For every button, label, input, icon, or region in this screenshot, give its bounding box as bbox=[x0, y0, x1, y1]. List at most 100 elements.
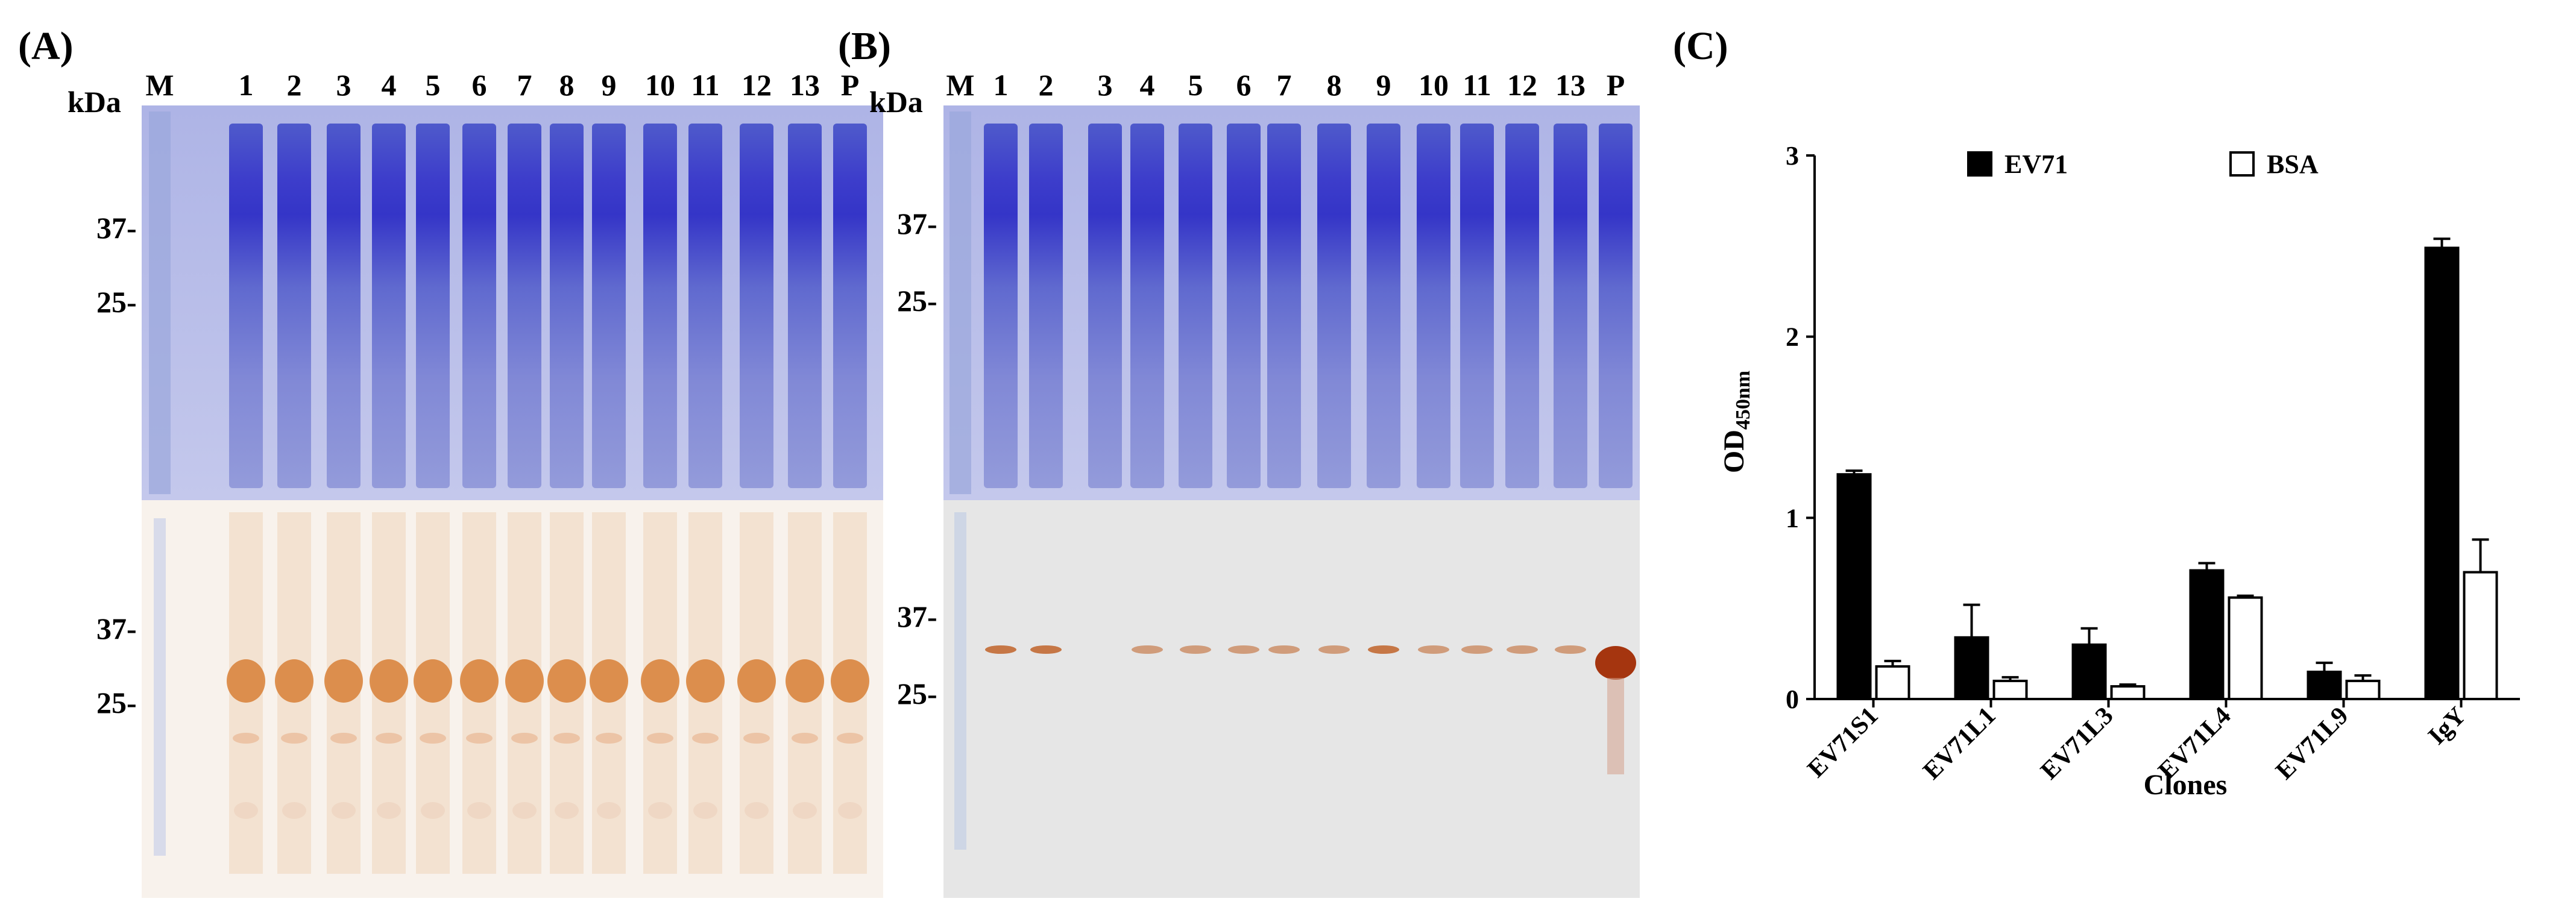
panel-a-lane-label: 1 bbox=[239, 68, 254, 102]
panel-a-sample-lane bbox=[229, 124, 263, 488]
panel-a-lane-label: 9 bbox=[602, 68, 617, 102]
panel-a-sample-lane bbox=[277, 124, 311, 488]
panel-a-sample-lane bbox=[740, 124, 773, 488]
panel-b-sample-lane bbox=[1267, 124, 1301, 488]
panel-a-sample-lane bbox=[833, 124, 867, 488]
panel-b-lane-label: 13 bbox=[1555, 68, 1586, 102]
panel-a-lane-label: 12 bbox=[742, 68, 772, 102]
panel-b-lane-labels: M 1 2 3 4 5 6 7 8 9 10 11 12 13 P bbox=[946, 68, 1625, 102]
panel-b-sample-lane bbox=[1227, 124, 1261, 488]
panel-a-lane-label: 10 bbox=[645, 68, 675, 102]
y-tick-label: 1 bbox=[1786, 503, 1799, 533]
panel-a-marker-25-bottom: 25- bbox=[96, 686, 137, 720]
panel-a-blot-minor-band bbox=[330, 733, 357, 744]
panel-a-blot-faint-band bbox=[512, 802, 537, 819]
panel-a-lane-label: 5 bbox=[426, 68, 441, 102]
panel-a-blot-band bbox=[370, 659, 408, 703]
panel-c-tag: (C) bbox=[1673, 24, 1728, 68]
y-axis-title: OD450nm bbox=[1718, 371, 1754, 473]
panel-a-lane-label: P bbox=[841, 68, 860, 102]
bar-ev71 bbox=[1836, 473, 1872, 700]
bar-ev71 bbox=[2071, 643, 2107, 701]
panel-b-lane-label: 9 bbox=[1376, 68, 1391, 102]
legend-swatch-ev71 bbox=[1967, 151, 1992, 177]
panel-a-blot-minor-band bbox=[743, 733, 770, 744]
panel-a-blot-lanes bbox=[154, 512, 869, 874]
panel-a-blot-band bbox=[641, 659, 679, 703]
panel-b-lane-label: 1 bbox=[994, 68, 1009, 102]
panel-b-blot-bands bbox=[954, 512, 1636, 850]
panel-a-blot-faint-band bbox=[555, 802, 579, 819]
panel-a-marker-lane bbox=[154, 518, 166, 856]
panel-a-blot-minor-band bbox=[837, 733, 863, 744]
panel-a-blot-band bbox=[324, 659, 363, 703]
panel-b-blot-band bbox=[1368, 645, 1399, 654]
panel-b-marker-lane bbox=[949, 111, 971, 494]
bar-bsa bbox=[2463, 571, 2498, 700]
bar-bsa bbox=[2110, 685, 2146, 701]
x-axis-label: Clones bbox=[2144, 769, 2228, 801]
panel-b-blot-band bbox=[1461, 645, 1493, 654]
panel-a-blot-faint-band bbox=[421, 802, 445, 819]
panel-a-lane-label: 7 bbox=[517, 68, 532, 102]
legend-label-bsa: BSA bbox=[2267, 149, 2319, 179]
panel-a-blot-faint-band bbox=[234, 802, 258, 819]
panel-b-marker-37-top: 37- bbox=[897, 207, 937, 240]
panel-a-blot-minor-band bbox=[281, 733, 307, 744]
panel-a-lane-label: 13 bbox=[790, 68, 820, 102]
panel-a-coomassie-lanes bbox=[149, 111, 867, 494]
panel-a-lane-label: 4 bbox=[382, 68, 397, 102]
panel-b-lane-label: P bbox=[1607, 68, 1625, 102]
panel-a-marker-37-bottom: 37- bbox=[96, 612, 137, 645]
panel-b-sample-lane bbox=[1460, 124, 1494, 488]
x-tick-label: EV71S1 bbox=[1803, 702, 1884, 783]
panel-a-sample-lane bbox=[416, 124, 450, 488]
bar-ev71 bbox=[1954, 636, 1989, 700]
panel-a-tag: (A) bbox=[18, 24, 74, 68]
panel-b-sample-lane bbox=[1088, 124, 1122, 488]
panel-b-blot-band bbox=[1030, 645, 1062, 654]
panel-b-top-markers: 37- 25- bbox=[897, 207, 937, 318]
panel-b-blot-band bbox=[1132, 645, 1163, 654]
panel-a-blot-band bbox=[737, 659, 776, 703]
panel-a-lane-label: M bbox=[145, 68, 174, 102]
svg-text:OD450nm: OD450nm bbox=[1718, 371, 1754, 473]
panel-b-sample-lane bbox=[1029, 124, 1063, 488]
panel-b-sample-lane bbox=[1179, 124, 1212, 488]
panel-a-blot-faint-band bbox=[332, 802, 356, 819]
panel-a: (A) kDa M 1 2 3 4 5 6 7 8 9 10 11 12 13 P 37- 25- 37- … bbox=[18, 24, 883, 898]
panel-b-lane-label: 4 bbox=[1140, 68, 1155, 102]
bar-bsa bbox=[1875, 665, 1910, 701]
panel-a-sample-lane bbox=[508, 124, 541, 488]
bar-bsa bbox=[2345, 679, 2381, 701]
panel-a-blot-minor-band bbox=[553, 733, 580, 744]
bar-bsa bbox=[1992, 679, 2028, 701]
panel-a-blot-faint-band bbox=[838, 802, 862, 819]
x-tick-label: IgY bbox=[2423, 702, 2471, 750]
panel-b-lane-label: 5 bbox=[1188, 68, 1203, 102]
panel-a-kda-label: kDa bbox=[68, 85, 121, 119]
panel-a-lane-label: 8 bbox=[559, 68, 575, 102]
panel-a-blot-faint-band bbox=[745, 802, 769, 819]
panel-b-lane-label: 8 bbox=[1327, 68, 1342, 102]
panel-b-lane-label: 11 bbox=[1463, 68, 1491, 102]
panel-a-sample-lane bbox=[643, 124, 677, 488]
panel-a-marker-lane bbox=[149, 111, 171, 494]
panel-a-blot-band bbox=[686, 659, 725, 703]
panel-a-blot-faint-band bbox=[597, 802, 621, 819]
panel-b-marker-37-bottom: 37- bbox=[897, 600, 937, 633]
panel-a-marker-37-top: 37- bbox=[96, 211, 137, 245]
panel-a-sample-lane bbox=[327, 124, 361, 488]
panel-b-blot-band bbox=[1507, 645, 1538, 654]
panel-a-blot-band bbox=[460, 659, 499, 703]
panel-a-blot-minor-band bbox=[792, 733, 818, 744]
panel-b-lane-label: 6 bbox=[1236, 68, 1252, 102]
panel-b: (B) kDa M 1 2 3 4 5 6 7 8 9 10 11 12 13 P 37- 25- 37- … bbox=[838, 24, 1640, 898]
panel-a-sample-lane bbox=[462, 124, 496, 488]
panel-a-blot-minor-band bbox=[511, 733, 538, 744]
panel-a-sample-lane bbox=[788, 124, 822, 488]
y-tick-label: 0 bbox=[1786, 685, 1799, 714]
